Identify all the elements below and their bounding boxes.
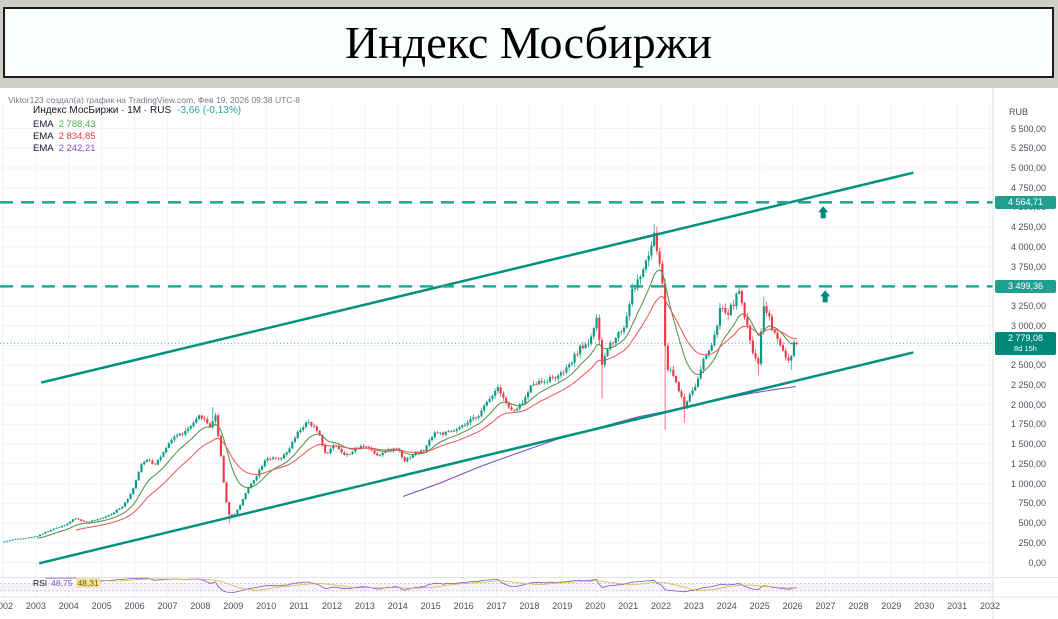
- x-axis-label: 2018: [519, 601, 540, 611]
- up-arrow-marker: [820, 290, 831, 303]
- y-axis-label: 750,00: [1018, 498, 1046, 509]
- ema-label: EMA: [33, 131, 54, 142]
- y-axis-label: 1 500,00: [1010, 439, 1046, 450]
- x-axis-label: 2007: [157, 601, 178, 611]
- x-axis-label: 2013: [354, 601, 375, 611]
- x-axis-label: 2003: [25, 601, 46, 611]
- x-axis-label: 2024: [716, 601, 737, 611]
- rsi-ma-value: 48,31: [76, 578, 100, 588]
- change-value: -3,66 (-0,13%): [177, 105, 242, 116]
- x-axis-label: 2004: [58, 601, 79, 611]
- x-axis-label: 2032: [979, 601, 1001, 611]
- y-axis-label: 5 500,00: [1010, 123, 1046, 134]
- x-axis-label: 2019: [552, 601, 573, 611]
- ema-label: EMA: [33, 143, 54, 154]
- y-axis-label: 2 250,00: [1010, 379, 1046, 390]
- y-axis-label: 5 000,00: [1010, 162, 1046, 173]
- y-axis-label: 2 000,00: [1010, 399, 1046, 410]
- price-badge: 3 499,36: [995, 279, 1056, 293]
- x-axis-label: 2008: [190, 601, 211, 611]
- up-arrow-marker: [818, 206, 829, 219]
- x-axis-label: 2020: [585, 601, 606, 611]
- x-axis-label: 2027: [815, 601, 836, 611]
- ema-legend-1[interactable]: EMA 2 788,43: [33, 119, 96, 130]
- y-axis-label: 0,00: [1028, 557, 1046, 568]
- symbol-legend[interactable]: Индекс МосБиржи · 1M · RUS -3,66 (-0,13%): [33, 105, 241, 116]
- y-axis-label: 250,00: [1018, 537, 1046, 548]
- y-axis-label: 1 000,00: [1010, 478, 1046, 489]
- attribution-text: Viktor123 создал(а) график на TradingVie…: [8, 95, 300, 105]
- ema-value: 2 242,21: [58, 143, 96, 154]
- ema-legend-3[interactable]: EMA 2 242,21: [33, 143, 96, 154]
- y-axis-label: 5 250,00: [1010, 143, 1046, 154]
- x-axis-label: 2012: [321, 601, 343, 611]
- y-axis-label: 1 250,00: [1010, 458, 1046, 469]
- y-axis-label: 4 250,00: [1010, 222, 1046, 233]
- ema-legend-2[interactable]: EMA 2 834,85: [33, 131, 96, 142]
- y-axis-label: 3 750,00: [1010, 261, 1046, 272]
- rsi-value: 48,75: [51, 578, 73, 588]
- y-axis-label: 3 250,00: [1010, 301, 1046, 312]
- x-axis-label: 2006: [124, 601, 145, 611]
- x-axis-label: 2021: [618, 601, 639, 611]
- y-axis-label: 1 750,00: [1010, 419, 1046, 430]
- ema-value: 2 834,85: [58, 131, 96, 142]
- currency-label: RUB: [1008, 107, 1028, 117]
- price-badge: 2 779,08 8d 15h: [995, 331, 1056, 355]
- x-axis-label: 2014: [387, 601, 408, 611]
- y-axis-label: 4 000,00: [1010, 241, 1046, 252]
- price-badge: 4 564,71: [995, 195, 1056, 209]
- x-axis-label: 2026: [782, 601, 803, 611]
- x-axis-label: 2025: [749, 601, 770, 611]
- x-axis-label: 2023: [683, 601, 704, 611]
- rsi-legend[interactable]: RSI 48,75 48,31: [33, 578, 100, 588]
- time-axis[interactable]: 2002 2003 2004 2005 2006 2007 2008 2009 2010 2011…: [0, 597, 1058, 619]
- y-axis-label: 2 500,00: [1010, 360, 1046, 371]
- x-axis-label: 2015: [420, 601, 441, 611]
- ema-label: EMA: [33, 119, 54, 130]
- y-axis-label: 3 000,00: [1010, 320, 1046, 331]
- x-axis-label: 2028: [848, 601, 869, 611]
- x-axis-label: 2031: [947, 601, 968, 611]
- x-axis-label: 2005: [91, 601, 112, 611]
- ema-value: 2 788,43: [58, 119, 96, 130]
- x-axis-label: 2022: [650, 601, 672, 611]
- chart-panel: Viktor123 создал(а) график на TradingVie…: [0, 88, 1058, 619]
- x-axis-label: 2030: [914, 601, 935, 611]
- x-axis-label: 2009: [223, 601, 244, 611]
- x-axis-label: 2002: [0, 601, 14, 611]
- x-axis-label: 2016: [453, 601, 474, 611]
- symbol-title: Индекс МосБиржи · 1M · RUS: [33, 105, 172, 116]
- page-title: Индекс Мосбиржи: [344, 17, 713, 68]
- x-axis-label: 2010: [256, 601, 277, 611]
- x-axis-label: 2029: [881, 601, 902, 611]
- price-chart-canvas[interactable]: [0, 88, 1058, 619]
- y-axis-label: 4 750,00: [1010, 182, 1046, 193]
- rsi-label: RSI: [33, 578, 48, 588]
- title-banner: Индекс Мосбиржи: [3, 7, 1054, 78]
- x-axis-label: 2011: [289, 601, 309, 611]
- x-axis-label: 2017: [486, 601, 507, 611]
- y-axis-label: 500,00: [1018, 518, 1046, 529]
